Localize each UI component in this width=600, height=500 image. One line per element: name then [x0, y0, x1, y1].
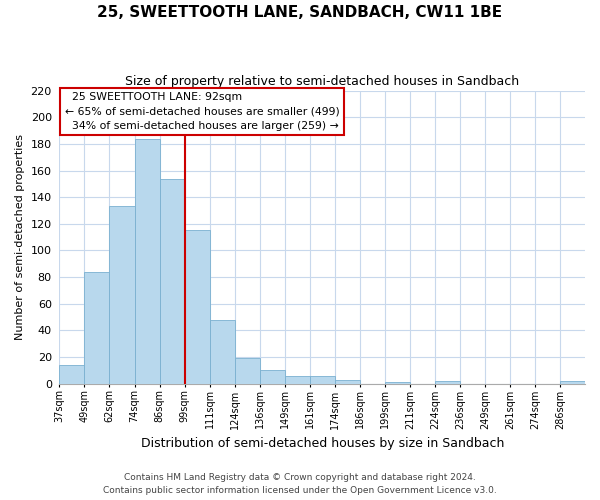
Text: 25, SWEETTOOTH LANE, SANDBACH, CW11 1BE: 25, SWEETTOOTH LANE, SANDBACH, CW11 1BE: [97, 5, 503, 20]
Bar: [209, 320, 235, 384]
Bar: [335, 380, 360, 384]
Bar: [310, 376, 335, 384]
Bar: [85, 272, 109, 384]
Title: Size of property relative to semi-detached houses in Sandbach: Size of property relative to semi-detach…: [125, 75, 519, 88]
Bar: [235, 358, 260, 384]
Bar: [260, 370, 284, 384]
Bar: [109, 206, 134, 384]
Bar: [385, 382, 410, 384]
Bar: [185, 230, 209, 384]
Bar: [134, 138, 160, 384]
Bar: [160, 178, 185, 384]
Text: 25 SWEETTOOTH LANE: 92sqm
← 65% of semi-detached houses are smaller (499)
  34% : 25 SWEETTOOTH LANE: 92sqm ← 65% of semi-…: [65, 92, 340, 131]
Bar: [435, 381, 460, 384]
Bar: [560, 381, 585, 384]
Y-axis label: Number of semi-detached properties: Number of semi-detached properties: [15, 134, 25, 340]
X-axis label: Distribution of semi-detached houses by size in Sandbach: Distribution of semi-detached houses by …: [140, 437, 504, 450]
Bar: [59, 365, 85, 384]
Bar: [284, 376, 310, 384]
Text: Contains HM Land Registry data © Crown copyright and database right 2024.
Contai: Contains HM Land Registry data © Crown c…: [103, 474, 497, 495]
